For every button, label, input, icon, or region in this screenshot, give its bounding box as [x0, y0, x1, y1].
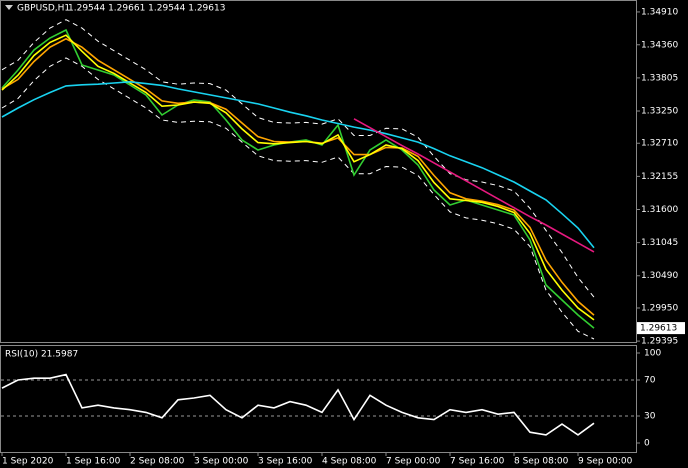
rsi-title: RSI(10) 21.5987	[5, 350, 78, 360]
y-tick-label: 1.31045	[641, 238, 678, 248]
x-tick-label: 7 Sep 00:00	[386, 457, 441, 467]
series-line	[1, 57, 595, 340]
series-line	[1, 80, 595, 249]
y-tick-label: 1.33250	[641, 107, 678, 117]
symbol: GBPUSD,H1	[17, 4, 70, 14]
series-line	[1, 19, 595, 298]
x-tick-label: 4 Sep 08:00	[322, 457, 377, 467]
y-tick-label: 1.34910	[641, 7, 678, 17]
series-line	[1, 34, 595, 321]
rsi-frame	[0, 345, 637, 453]
x-tick-label: 1 Sep 2020	[2, 457, 54, 467]
main-frame	[0, 0, 637, 343]
series-line	[353, 118, 595, 253]
y-tick-label: 0	[644, 439, 650, 449]
y-tick-label: 100	[644, 349, 661, 359]
x-tick-label: 8 Sep 08:00	[514, 457, 569, 467]
y-tick-label: 70	[644, 376, 656, 386]
rsi-line	[1, 373, 595, 436]
x-tick-label: 9 Sep 00:00	[578, 457, 633, 467]
y-tick-label: 1.29950	[641, 303, 678, 313]
y-tick-label: 1.32155	[641, 172, 678, 182]
x-tick-label: 2 Sep 08:00	[130, 457, 185, 467]
y-tick-label: 1.31600	[641, 205, 678, 215]
y-tick-label: 1.32710	[641, 139, 678, 149]
last-price-box	[637, 322, 685, 335]
last-price-label: 1.29613	[640, 324, 677, 334]
y-tick-label: 30	[644, 412, 656, 422]
series-line	[1, 28, 595, 329]
x-tick-label: 3 Sep 16:00	[258, 457, 313, 467]
y-tick-label: 1.29395	[641, 337, 678, 347]
collapse-icon[interactable]	[5, 5, 13, 10]
x-tick-label: 3 Sep 00:00	[194, 457, 249, 467]
y-tick-label: 1.33805	[641, 73, 678, 83]
x-tick-label: 7 Sep 16:00	[450, 457, 505, 467]
quote: 1.29544 1.29661 1.29544 1.29613	[68, 4, 225, 14]
series-line	[1, 37, 595, 316]
y-tick-label: 1.34360	[641, 40, 678, 50]
x-tick-label: 1 Sep 16:00	[66, 457, 121, 467]
y-tick-label: 1.30490	[641, 271, 678, 281]
